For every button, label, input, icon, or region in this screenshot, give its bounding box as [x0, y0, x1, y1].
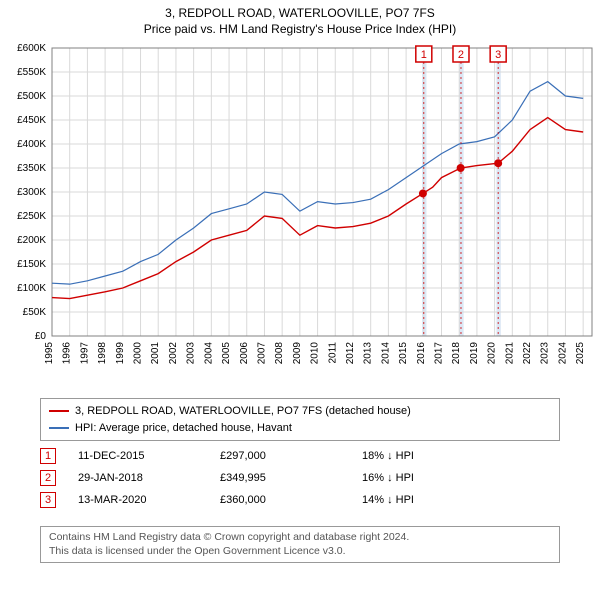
svg-text:2012: 2012: [345, 342, 356, 365]
legend: 3, REDPOLL ROAD, WATERLOOVILLE, PO7 7FS …: [40, 398, 560, 441]
svg-text:2020: 2020: [487, 342, 498, 365]
svg-text:1997: 1997: [79, 342, 90, 365]
svg-text:1998: 1998: [97, 342, 108, 365]
svg-text:2019: 2019: [469, 342, 480, 365]
svg-text:£600K: £600K: [17, 44, 46, 54]
svg-text:3: 3: [495, 49, 501, 61]
svg-text:1: 1: [421, 49, 427, 61]
svg-text:£200K: £200K: [17, 235, 46, 246]
svg-text:£550K: £550K: [17, 67, 46, 78]
svg-text:2016: 2016: [416, 342, 427, 365]
svg-text:£500K: £500K: [17, 91, 46, 102]
legend-swatch-1: [49, 410, 69, 412]
svg-text:2007: 2007: [256, 342, 267, 365]
svg-text:£100K: £100K: [17, 283, 46, 294]
svg-text:2010: 2010: [310, 342, 321, 365]
svg-text:£50K: £50K: [23, 307, 47, 318]
svg-text:2004: 2004: [203, 342, 214, 365]
title-block: 3, REDPOLL ROAD, WATERLOOVILLE, PO7 7FS …: [0, 0, 600, 37]
svg-text:2015: 2015: [398, 342, 409, 365]
sale-hpi-3: 14% ↓ HPI: [362, 494, 414, 506]
sale-price-1: £297,000: [220, 450, 340, 462]
sale-date-3: 13-MAR-2020: [78, 494, 198, 506]
svg-text:2011: 2011: [327, 342, 338, 364]
sale-marker-1: 1: [40, 448, 56, 464]
svg-text:2000: 2000: [133, 342, 144, 365]
legend-swatch-2: [49, 427, 69, 429]
chart: £0 £50K £100K £150K £200K £250K £300K £350K £400…: [0, 44, 600, 390]
sale-row-1: 1 11-DEC-2015 £297,000 18% ↓ HPI: [40, 448, 560, 464]
sales-list: 1 11-DEC-2015 £297,000 18% ↓ HPI 2 29-JA…: [40, 442, 560, 514]
svg-text:2018: 2018: [451, 342, 462, 365]
svg-text:£150K: £150K: [17, 259, 46, 270]
sale-date-1: 11-DEC-2015: [78, 450, 198, 462]
svg-text:£350K: £350K: [17, 163, 46, 174]
svg-text:2017: 2017: [434, 342, 445, 365]
svg-text:2021: 2021: [504, 342, 515, 365]
footer-line-2: This data is licensed under the Open Gov…: [49, 545, 551, 559]
svg-text:2025: 2025: [575, 342, 586, 365]
legend-item-2: HPI: Average price, detached house, Hava…: [49, 420, 551, 437]
svg-text:£300K: £300K: [17, 187, 46, 198]
legend-label-1: 3, REDPOLL ROAD, WATERLOOVILLE, PO7 7FS …: [75, 403, 411, 420]
sale-row-3: 3 13-MAR-2020 £360,000 14% ↓ HPI: [40, 492, 560, 508]
svg-text:£250K: £250K: [17, 211, 46, 222]
svg-text:1995: 1995: [44, 342, 55, 365]
sale-marker-3: 3: [40, 492, 56, 508]
svg-text:2005: 2005: [221, 342, 232, 365]
legend-label-2: HPI: Average price, detached house, Hava…: [75, 420, 292, 437]
svg-text:2001: 2001: [150, 342, 161, 365]
svg-text:2006: 2006: [239, 342, 250, 365]
svg-text:£400K: £400K: [17, 139, 46, 150]
svg-text:2008: 2008: [274, 342, 285, 365]
sale-hpi-2: 16% ↓ HPI: [362, 472, 414, 484]
svg-text:2003: 2003: [186, 342, 197, 365]
svg-text:2002: 2002: [168, 342, 179, 365]
svg-text:2022: 2022: [522, 342, 533, 365]
chart-svg: £0 £50K £100K £150K £200K £250K £300K £350K £400…: [0, 44, 600, 390]
svg-text:1999: 1999: [115, 342, 126, 365]
sale-price-3: £360,000: [220, 494, 340, 506]
svg-text:1996: 1996: [62, 342, 73, 365]
chart-container: 3, REDPOLL ROAD, WATERLOOVILLE, PO7 7FS …: [0, 0, 600, 590]
sale-hpi-1: 18% ↓ HPI: [362, 450, 414, 462]
svg-text:2014: 2014: [380, 342, 391, 365]
svg-text:2023: 2023: [540, 342, 551, 365]
svg-text:£450K: £450K: [17, 115, 46, 126]
sale-price-2: £349,995: [220, 472, 340, 484]
svg-text:2024: 2024: [557, 342, 568, 365]
footer: Contains HM Land Registry data © Crown c…: [40, 526, 560, 563]
legend-item-1: 3, REDPOLL ROAD, WATERLOOVILLE, PO7 7FS …: [49, 403, 551, 420]
svg-text:2013: 2013: [363, 342, 374, 365]
title-line-2: Price paid vs. HM Land Registry's House …: [0, 22, 600, 38]
svg-text:2009: 2009: [292, 342, 303, 365]
sale-marker-2: 2: [40, 470, 56, 486]
footer-line-1: Contains HM Land Registry data © Crown c…: [49, 531, 551, 545]
title-line-1: 3, REDPOLL ROAD, WATERLOOVILLE, PO7 7FS: [0, 6, 600, 22]
svg-text:£0: £0: [35, 331, 47, 342]
sale-row-2: 2 29-JAN-2018 £349,995 16% ↓ HPI: [40, 470, 560, 486]
sale-date-2: 29-JAN-2018: [78, 472, 198, 484]
svg-text:2: 2: [458, 49, 464, 61]
